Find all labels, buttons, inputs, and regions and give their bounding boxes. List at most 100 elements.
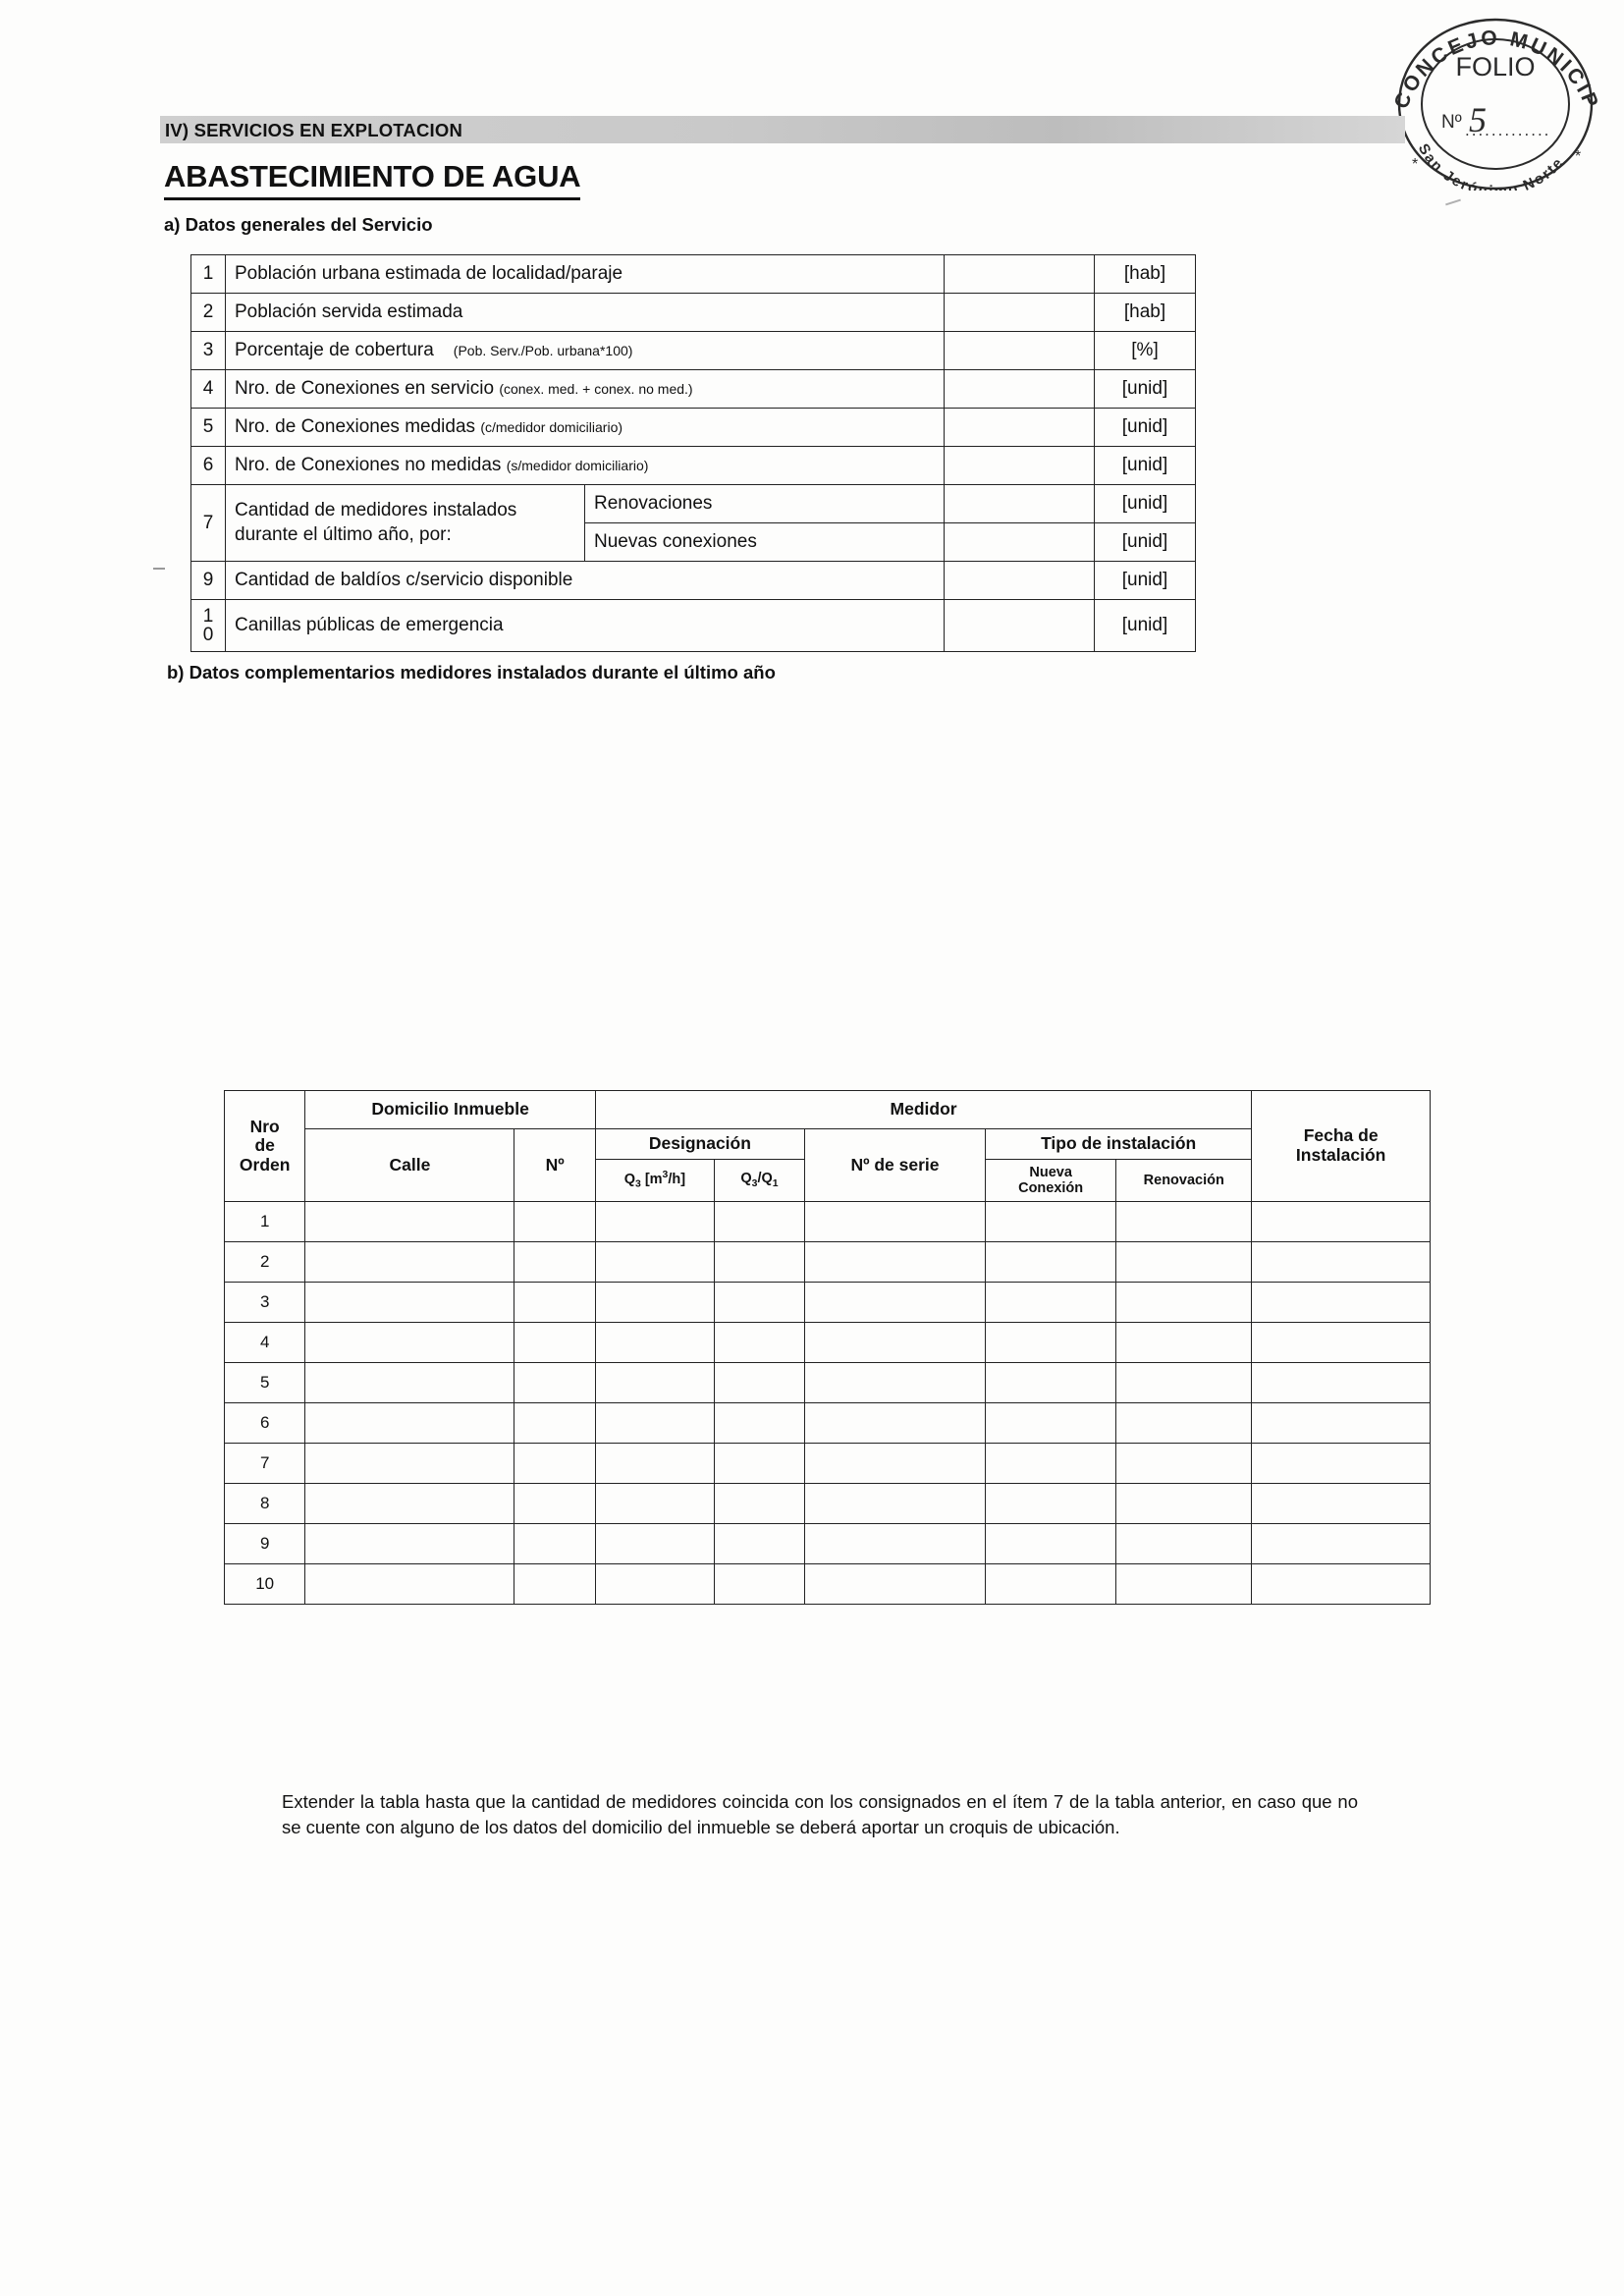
cell-nro-serie[interactable] bbox=[803, 1563, 987, 1605]
cell-renovacion[interactable] bbox=[1115, 1241, 1253, 1283]
cell-q3[interactable] bbox=[594, 1443, 715, 1484]
cell-q3-q1[interactable] bbox=[713, 1523, 805, 1564]
cell-calle[interactable] bbox=[304, 1563, 515, 1605]
cell-numero[interactable] bbox=[514, 1563, 596, 1605]
cell-calle[interactable] bbox=[304, 1443, 515, 1484]
cell-nueva-conexion[interactable] bbox=[985, 1322, 1117, 1363]
cell-nueva-conexion[interactable] bbox=[985, 1201, 1117, 1242]
cell-q3[interactable] bbox=[594, 1201, 715, 1242]
cell-nro-serie[interactable] bbox=[803, 1402, 987, 1444]
cell-nueva-conexion[interactable] bbox=[985, 1483, 1117, 1524]
cell-renovacion[interactable] bbox=[1115, 1322, 1253, 1363]
row-value-input[interactable] bbox=[944, 254, 1095, 294]
cell-q3-q1[interactable] bbox=[713, 1201, 805, 1242]
cell-nueva-conexion[interactable] bbox=[985, 1402, 1117, 1444]
cell-nro-serie[interactable] bbox=[803, 1362, 987, 1403]
cell-numero[interactable] bbox=[514, 1282, 596, 1323]
cell-numero[interactable] bbox=[514, 1201, 596, 1242]
cell-fecha-instalacion[interactable] bbox=[1251, 1362, 1431, 1403]
cell-q3-q1[interactable] bbox=[713, 1282, 805, 1323]
cell-nueva-conexion[interactable] bbox=[985, 1282, 1117, 1323]
row-number: 4 bbox=[190, 369, 226, 409]
row-value-input[interactable] bbox=[944, 293, 1095, 332]
cell-calle[interactable] bbox=[304, 1201, 515, 1242]
cell-renovacion[interactable] bbox=[1115, 1523, 1253, 1564]
cell-numero[interactable] bbox=[514, 1322, 596, 1363]
cell-q3-q1[interactable] bbox=[713, 1362, 805, 1403]
row-value-input[interactable] bbox=[944, 331, 1095, 370]
cell-calle[interactable] bbox=[304, 1241, 515, 1283]
cell-q3[interactable] bbox=[594, 1483, 715, 1524]
cell-calle[interactable] bbox=[304, 1402, 515, 1444]
cell-nueva-conexion[interactable] bbox=[985, 1241, 1117, 1283]
cell-numero[interactable] bbox=[514, 1523, 596, 1564]
cell-q3[interactable] bbox=[594, 1362, 715, 1403]
row-number: 9 bbox=[190, 561, 226, 600]
cell-fecha-instalacion[interactable] bbox=[1251, 1282, 1431, 1323]
cell-q3[interactable] bbox=[594, 1402, 715, 1444]
col-header-nro-orden-line2: de bbox=[254, 1135, 275, 1156]
col-header-nro-orden-line1: Nro bbox=[249, 1116, 280, 1136]
cell-renovacion[interactable] bbox=[1115, 1402, 1253, 1444]
cell-q3[interactable] bbox=[594, 1563, 715, 1605]
cell-calle[interactable] bbox=[304, 1523, 515, 1564]
cell-renovacion[interactable] bbox=[1115, 1563, 1253, 1605]
row-value-input[interactable] bbox=[944, 408, 1095, 447]
row-value-input[interactable] bbox=[944, 369, 1095, 409]
cell-nro-serie[interactable] bbox=[803, 1201, 987, 1242]
cell-nueva-conexion[interactable] bbox=[985, 1443, 1117, 1484]
cell-q3-q1[interactable] bbox=[713, 1483, 805, 1524]
cell-numero[interactable] bbox=[514, 1402, 596, 1444]
cell-fecha-instalacion[interactable] bbox=[1251, 1523, 1431, 1564]
cell-numero[interactable] bbox=[514, 1483, 596, 1524]
cell-calle[interactable] bbox=[304, 1483, 515, 1524]
cell-numero[interactable] bbox=[514, 1443, 596, 1484]
row-value-input-nuevas-conexiones[interactable] bbox=[944, 522, 1095, 562]
cell-nueva-conexion[interactable] bbox=[985, 1362, 1117, 1403]
cell-q3-q1[interactable] bbox=[713, 1322, 805, 1363]
cell-calle[interactable] bbox=[304, 1362, 515, 1403]
cell-q3[interactable] bbox=[594, 1282, 715, 1323]
cell-q3[interactable] bbox=[594, 1523, 715, 1564]
cell-q3-q1[interactable] bbox=[713, 1402, 805, 1444]
cell-fecha-instalacion[interactable] bbox=[1251, 1201, 1431, 1242]
cell-nro-serie[interactable] bbox=[803, 1483, 987, 1524]
row-value-input-renovaciones[interactable] bbox=[944, 484, 1095, 523]
cell-renovacion[interactable] bbox=[1115, 1282, 1253, 1323]
cell-nueva-conexion[interactable] bbox=[985, 1563, 1117, 1605]
cell-fecha-instalacion[interactable] bbox=[1251, 1483, 1431, 1524]
cell-q3[interactable] bbox=[594, 1241, 715, 1283]
cell-fecha-instalacion[interactable] bbox=[1251, 1322, 1431, 1363]
cell-numero[interactable] bbox=[514, 1362, 596, 1403]
cell-q3-q1[interactable] bbox=[713, 1241, 805, 1283]
row-value-input[interactable] bbox=[944, 446, 1095, 485]
col-header-nueva-conexion-line2: Conexión bbox=[1018, 1180, 1084, 1196]
cell-calle[interactable] bbox=[304, 1322, 515, 1363]
cell-fecha-instalacion[interactable] bbox=[1251, 1443, 1431, 1484]
cell-q3[interactable] bbox=[594, 1322, 715, 1363]
cell-numero[interactable] bbox=[514, 1241, 596, 1283]
cell-fecha-instalacion[interactable] bbox=[1251, 1402, 1431, 1444]
scan-artifact-mark bbox=[1445, 198, 1461, 206]
cell-nro-serie[interactable] bbox=[803, 1282, 987, 1323]
cell-nro-serie[interactable] bbox=[803, 1443, 987, 1484]
cell-nro-serie[interactable] bbox=[803, 1523, 987, 1564]
cell-fecha-instalacion[interactable] bbox=[1251, 1241, 1431, 1283]
cell-q3-q1[interactable] bbox=[713, 1563, 805, 1605]
col-header-q3-q1: Q3/Q1 bbox=[713, 1159, 805, 1202]
cell-renovacion[interactable] bbox=[1115, 1443, 1253, 1484]
cell-nro-serie[interactable] bbox=[803, 1241, 987, 1283]
cell-renovacion[interactable] bbox=[1115, 1483, 1253, 1524]
cell-fecha-instalacion[interactable] bbox=[1251, 1563, 1431, 1605]
cell-nueva-conexion[interactable] bbox=[985, 1523, 1117, 1564]
footer-instruction-note: Extender la tabla hasta que la cantidad … bbox=[282, 1791, 1358, 1838]
cell-q3-q1[interactable] bbox=[713, 1443, 805, 1484]
cell-renovacion[interactable] bbox=[1115, 1362, 1253, 1403]
row-unit: [unid] bbox=[1094, 369, 1196, 409]
row-value-input[interactable] bbox=[944, 561, 1095, 600]
cell-renovacion[interactable] bbox=[1115, 1201, 1253, 1242]
cell-calle[interactable] bbox=[304, 1282, 515, 1323]
col-header-nueva-conexion: Nueva Conexión bbox=[985, 1159, 1117, 1202]
cell-nro-serie[interactable] bbox=[803, 1322, 987, 1363]
row-value-input[interactable] bbox=[944, 599, 1095, 652]
